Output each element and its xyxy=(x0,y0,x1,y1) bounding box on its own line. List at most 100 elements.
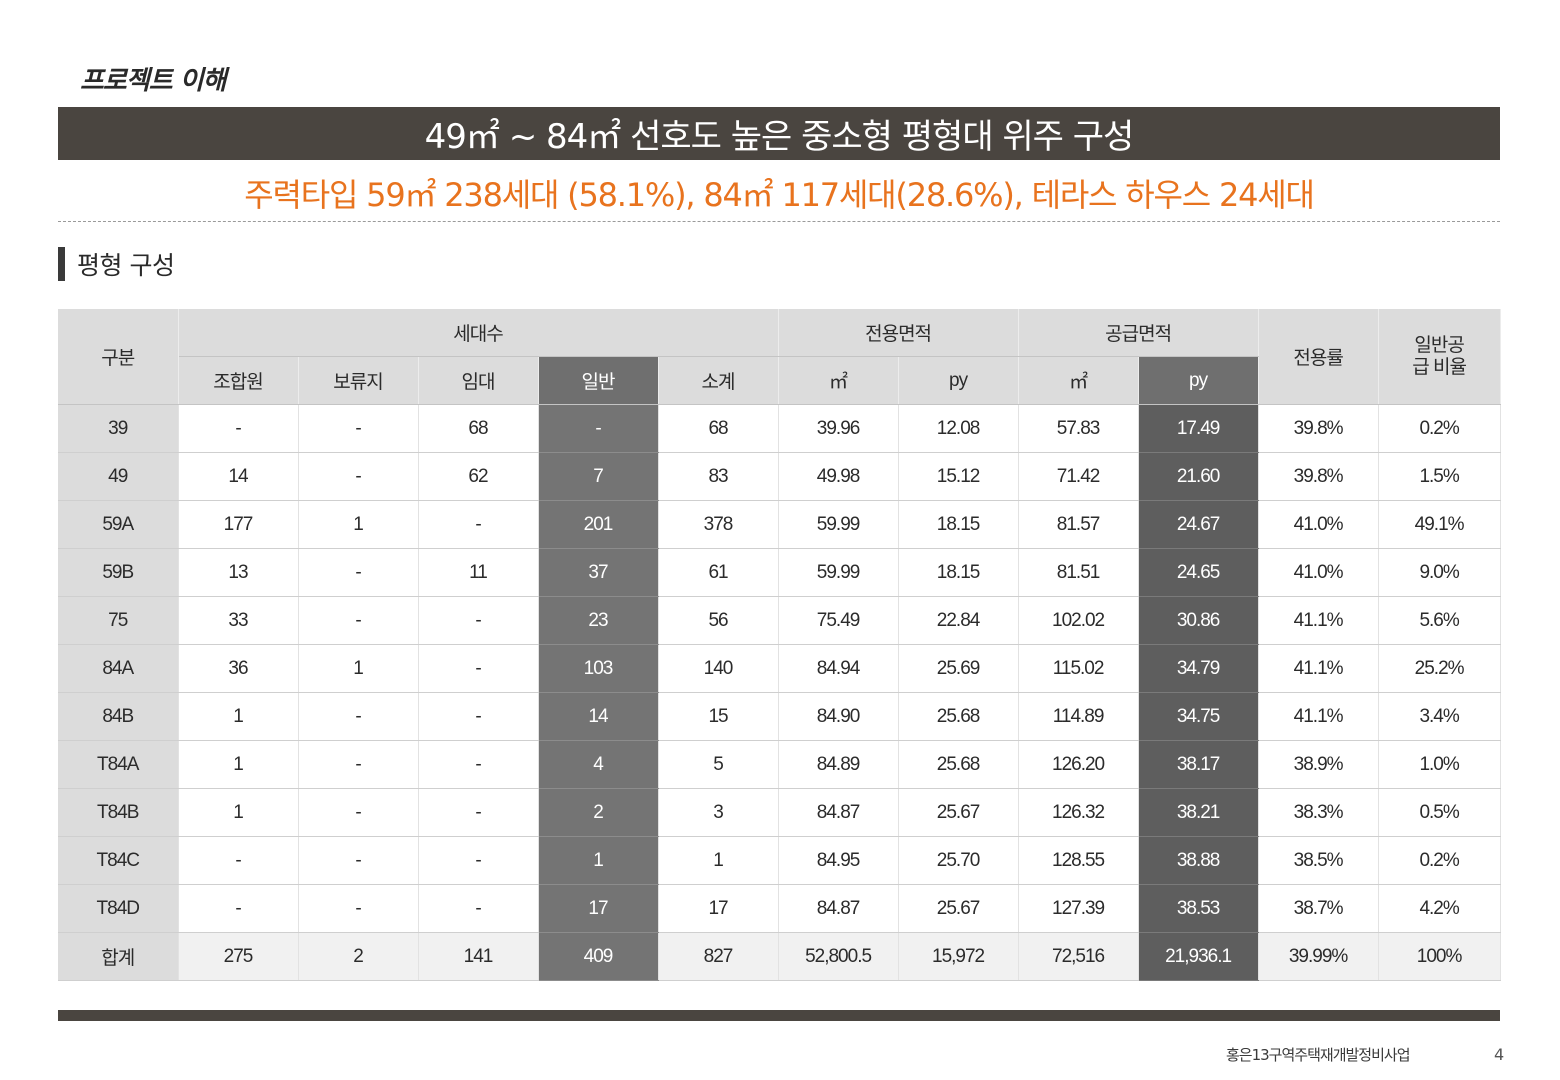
cell: - xyxy=(178,836,299,885)
row-type: 84A xyxy=(58,644,179,693)
cell: 827 xyxy=(658,932,779,981)
cell: - xyxy=(298,404,419,453)
cell: 11 xyxy=(418,548,539,597)
cell: 84.87 xyxy=(778,884,899,933)
cell: 15.12 xyxy=(898,452,1019,501)
table-row: 59B 13 - 11 37 61 59.99 18.15 81.51 24.6… xyxy=(58,548,1501,597)
cell: - xyxy=(418,836,539,885)
header-row-sub: 조합원 보류지 임대 일반 소계 ㎡ py ㎡ py xyxy=(58,356,1500,405)
page-title: 49㎡ ~ 84㎡ 선호도 높은 중소형 평형대 위주 구성 xyxy=(424,117,1135,157)
cell: 39.96 xyxy=(778,404,899,453)
cell: 3.4% xyxy=(1378,692,1501,741)
cell: 1.5% xyxy=(1378,452,1501,501)
cell-general: 23 xyxy=(538,596,659,645)
cell: 41.1% xyxy=(1258,644,1379,693)
cell: 72,516 xyxy=(1018,932,1139,981)
cell: 68 xyxy=(418,404,539,453)
cell: 141 xyxy=(418,932,539,981)
cell-general: 409 xyxy=(538,932,659,981)
cell: 18.15 xyxy=(898,548,1019,597)
cell: - xyxy=(418,500,539,549)
row-type: T84C xyxy=(58,836,179,885)
total-row: 합계 275 2 141 409 827 52,800.5 15,972 72,… xyxy=(58,932,1501,981)
bottom-bar xyxy=(58,1010,1500,1021)
sub-heading: 평형 구성 xyxy=(58,246,175,282)
cell: 1 xyxy=(178,788,299,837)
cell: - xyxy=(418,788,539,837)
cell: 378 xyxy=(658,500,779,549)
cell: - xyxy=(298,836,419,885)
cell-supply-py: 24.65 xyxy=(1138,548,1259,597)
cell: 71.42 xyxy=(1018,452,1139,501)
page-number: 4 xyxy=(1494,1045,1505,1064)
cell-supply-py: 38.53 xyxy=(1138,884,1259,933)
cell: 38.3% xyxy=(1258,788,1379,837)
cell: 25.70 xyxy=(898,836,1019,885)
cell-general: 2 xyxy=(538,788,659,837)
table-body: 39 - - 68 - 68 39.96 12.08 57.83 17.49 3… xyxy=(58,404,1501,981)
table-row: T84D - - - 17 17 84.87 25.67 127.39 38.5… xyxy=(58,884,1501,933)
cell: 100% xyxy=(1378,932,1501,981)
cell: 128.55 xyxy=(1018,836,1139,885)
cell: - xyxy=(298,788,419,837)
header-reserved: 보류지 xyxy=(298,356,419,405)
table-row: T84B 1 - - 2 3 84.87 25.67 126.32 38.21 … xyxy=(58,788,1501,837)
cell: 49.1% xyxy=(1378,500,1501,549)
cell: 18.15 xyxy=(898,500,1019,549)
header-supply-py: py xyxy=(1138,356,1259,405)
table-row: 49 14 - 62 7 83 49.98 15.12 71.42 21.60 … xyxy=(58,452,1501,501)
cell: 49.98 xyxy=(778,452,899,501)
cell-supply-py: 38.17 xyxy=(1138,740,1259,789)
cell: - xyxy=(298,692,419,741)
cell-supply-py: 21.60 xyxy=(1138,452,1259,501)
cell: 39.8% xyxy=(1258,404,1379,453)
cell: 41.1% xyxy=(1258,692,1379,741)
cell: - xyxy=(298,884,419,933)
cell: 25.68 xyxy=(898,692,1019,741)
cell: 75.49 xyxy=(778,596,899,645)
cell: 84.87 xyxy=(778,788,899,837)
cell: 1 xyxy=(178,740,299,789)
dashed-divider xyxy=(58,221,1500,222)
cell: 1 xyxy=(658,836,779,885)
cell: 25.69 xyxy=(898,644,1019,693)
cell: 41.0% xyxy=(1258,500,1379,549)
cell: - xyxy=(298,548,419,597)
footer-project-name: 홍은13구역주택재개발정비사업 xyxy=(1226,1046,1410,1064)
cell-supply-py: 38.21 xyxy=(1138,788,1259,837)
cell: 84.90 xyxy=(778,692,899,741)
cell: 68 xyxy=(658,404,779,453)
cell: 127.39 xyxy=(1018,884,1139,933)
cell: 1 xyxy=(178,692,299,741)
subtitle: 주력타입 59㎡ 238세대 (58.1%), 84㎡ 117세대(28.6%)… xyxy=(244,176,1315,214)
cell: 14 xyxy=(178,452,299,501)
cell: 41.1% xyxy=(1258,596,1379,645)
cell: 39.8% xyxy=(1258,452,1379,501)
cell-general: 17 xyxy=(538,884,659,933)
cell: - xyxy=(298,740,419,789)
heading-marker xyxy=(58,247,65,281)
cell: 25.67 xyxy=(898,884,1019,933)
header-exclusive-rate: 전용률 xyxy=(1258,309,1379,405)
cell: - xyxy=(418,884,539,933)
cell: 3 xyxy=(658,788,779,837)
cell-general: 201 xyxy=(538,500,659,549)
cell-general: 1 xyxy=(538,836,659,885)
cell: 62 xyxy=(418,452,539,501)
header-union-members: 조합원 xyxy=(178,356,299,405)
cell: 1.0% xyxy=(1378,740,1501,789)
row-type: T84B xyxy=(58,788,179,837)
cell: 25.2% xyxy=(1378,644,1501,693)
cell: 115.02 xyxy=(1018,644,1139,693)
cell: - xyxy=(418,644,539,693)
cell: 9.0% xyxy=(1378,548,1501,597)
cell: - xyxy=(178,884,299,933)
cell: 52,800.5 xyxy=(778,932,899,981)
cell: 38.5% xyxy=(1258,836,1379,885)
cell: 275 xyxy=(178,932,299,981)
cell: - xyxy=(418,692,539,741)
table-header: 구분 세대수 전용면적 공급면적 전용률 일반공급 비율 조합원 보류지 임대 … xyxy=(58,309,1501,405)
cell: 56 xyxy=(658,596,779,645)
header-exclusive-area: 전용면적 xyxy=(778,309,1019,357)
header-type: 구분 xyxy=(58,309,179,405)
